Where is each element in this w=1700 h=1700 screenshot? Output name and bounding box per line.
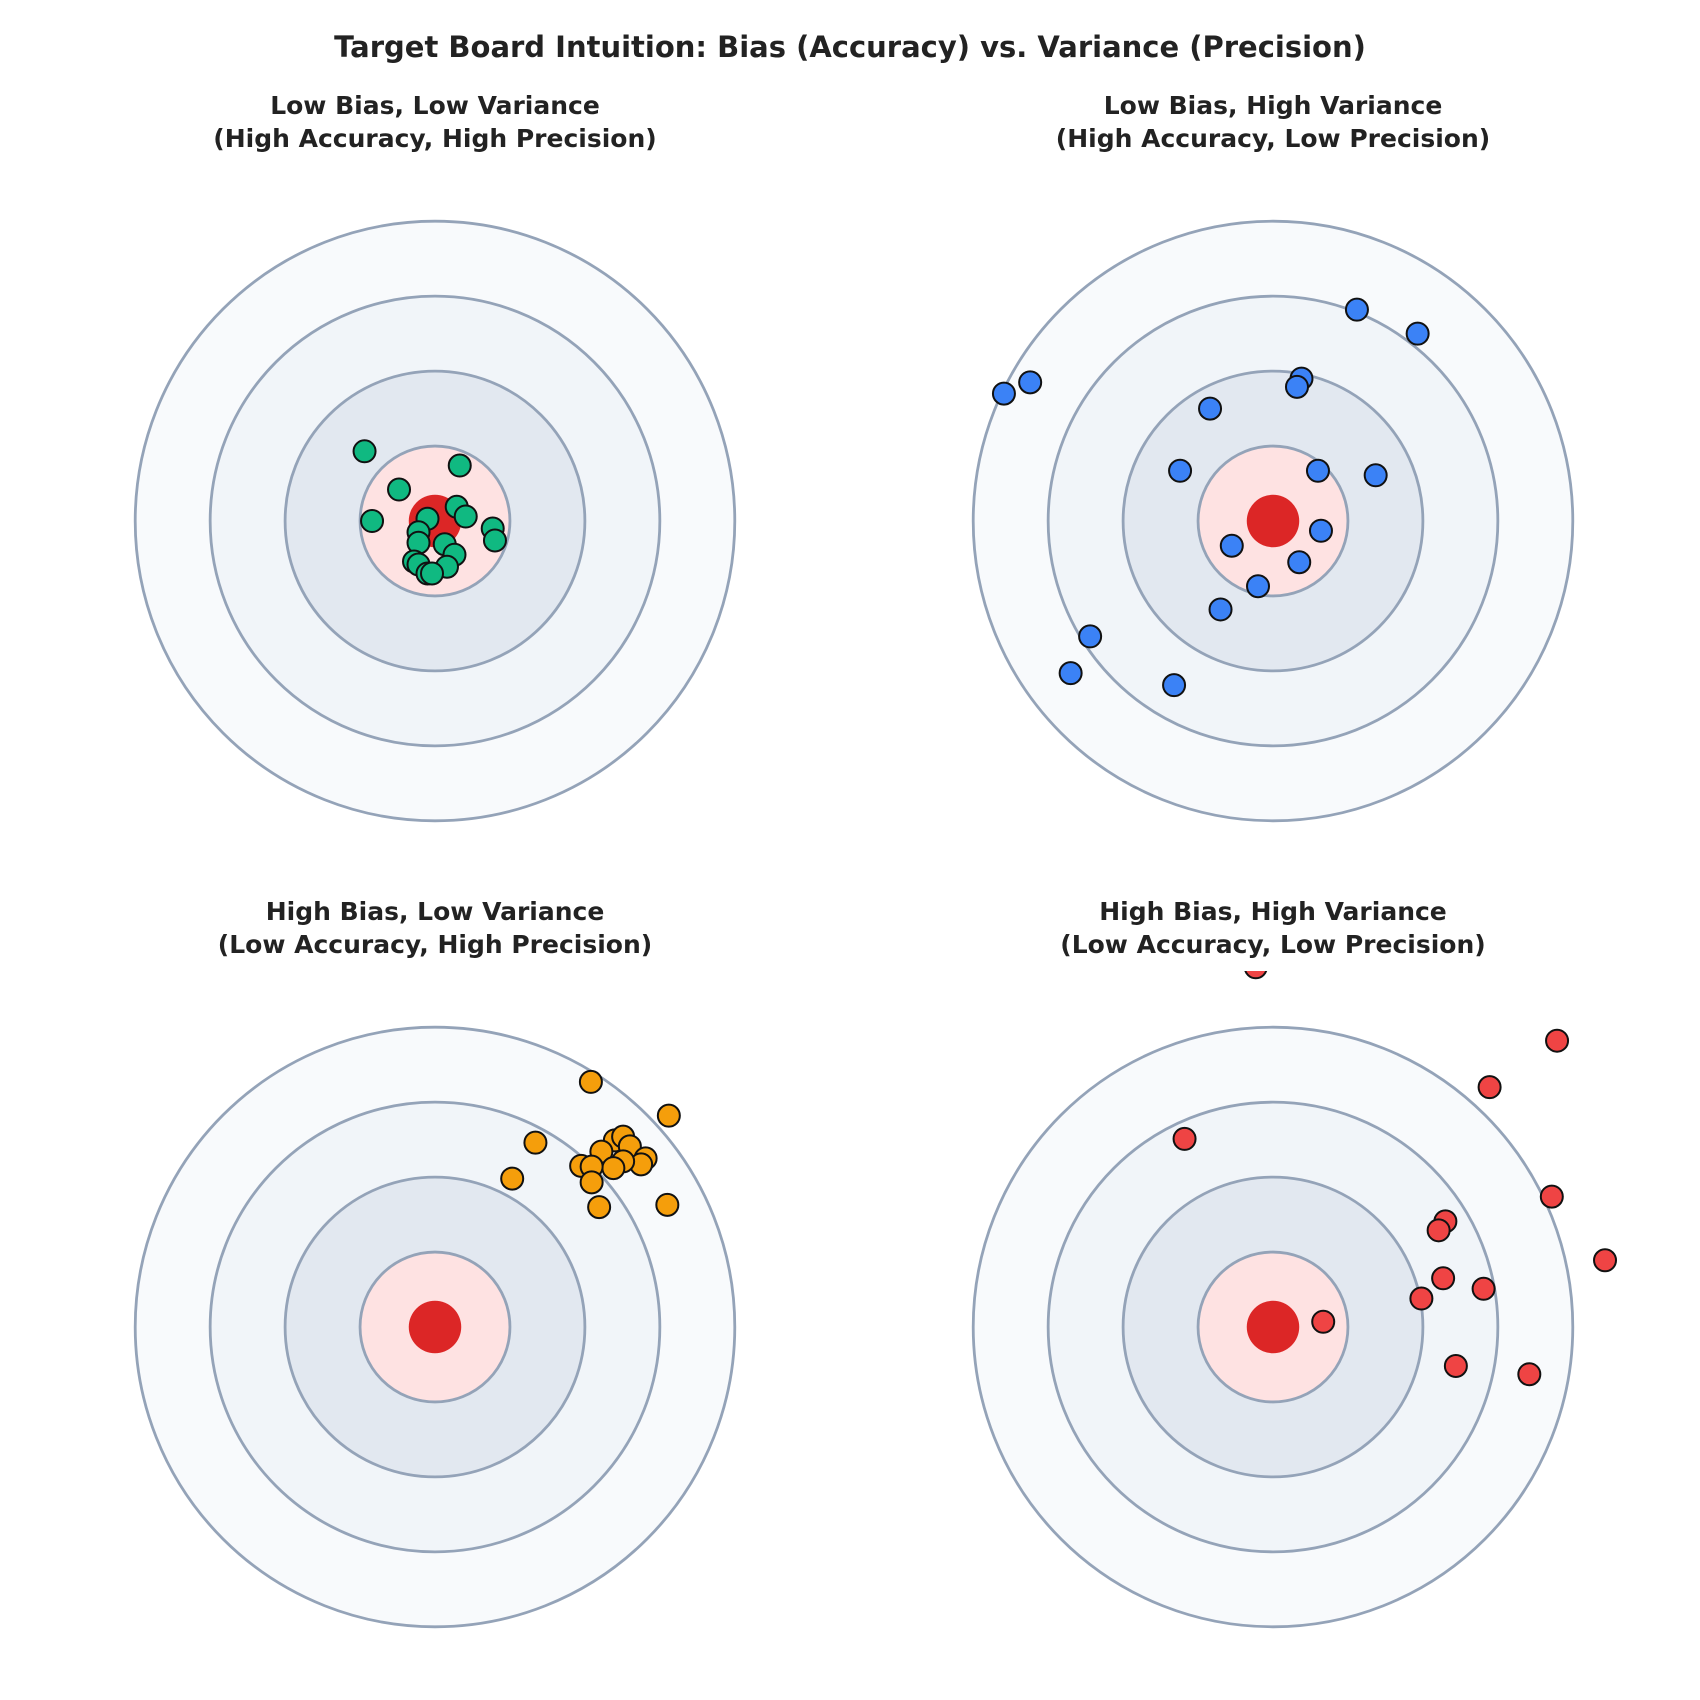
shot-point (1426, 1218, 1451, 1243)
bullseye (1246, 1300, 1300, 1354)
shot-point (523, 1130, 548, 1155)
shot-point (1471, 1276, 1496, 1301)
shot-point (587, 1195, 612, 1220)
shot-point (1219, 533, 1244, 558)
shot-point (991, 381, 1016, 406)
shot-point (1311, 1309, 1336, 1334)
shot-point (656, 1103, 681, 1128)
shot-point (1198, 396, 1223, 421)
shot-point (1208, 597, 1233, 622)
shot-point (1431, 1266, 1456, 1291)
shot-point (1477, 1075, 1502, 1100)
shot-point (1517, 1362, 1542, 1387)
shot-point (1284, 374, 1309, 399)
subplot-title: Low Bias, Low Variance (High Accuracy, H… (213, 91, 657, 153)
subplot (971, 219, 1575, 823)
shot-point (1058, 661, 1083, 686)
shot-point (360, 509, 385, 533)
subplot (133, 1025, 737, 1629)
subplot (971, 971, 1618, 1629)
shot-point (1162, 673, 1187, 698)
shot-point (578, 1069, 603, 1094)
shot-point (1593, 1248, 1618, 1273)
shot-point (1168, 458, 1193, 483)
shot-point (1363, 463, 1388, 488)
shot-point (1305, 458, 1330, 483)
shot-point (579, 1170, 604, 1195)
shot-point (500, 1166, 525, 1191)
subplot (133, 219, 737, 823)
shot-point (655, 1192, 680, 1217)
shot-point (420, 561, 445, 586)
shot-point (601, 1156, 626, 1181)
bullseye (408, 1300, 462, 1354)
shot-point (453, 504, 478, 529)
shot-point (1308, 518, 1333, 543)
subplot-title: Low Bias, High Variance (High Accuracy, … (1055, 91, 1491, 153)
shot-point (447, 453, 472, 478)
shot-point (1409, 1286, 1434, 1311)
subplot-title: High Bias, Low Variance (Low Accuracy, H… (217, 897, 653, 959)
shot-point (1443, 1353, 1468, 1378)
shot-point (1172, 1126, 1197, 1151)
shot-point (387, 477, 412, 502)
shot-point (1405, 321, 1430, 346)
shot-point (352, 439, 377, 464)
figure-title: Target Board Intuition: Bias (Accuracy) … (334, 30, 1366, 64)
shot-point (1246, 574, 1271, 599)
shot-point (1244, 971, 1268, 980)
shot-point (1545, 1028, 1570, 1053)
shot-point (1344, 297, 1369, 322)
shot-point (1018, 370, 1043, 395)
bullseye (1246, 494, 1300, 548)
shot-point (1539, 1184, 1564, 1209)
shot-point (1078, 624, 1103, 649)
shot-point (1287, 550, 1312, 575)
subplot-title: High Bias, High Variance (Low Accuracy, … (1060, 897, 1486, 959)
shot-point (482, 528, 507, 553)
